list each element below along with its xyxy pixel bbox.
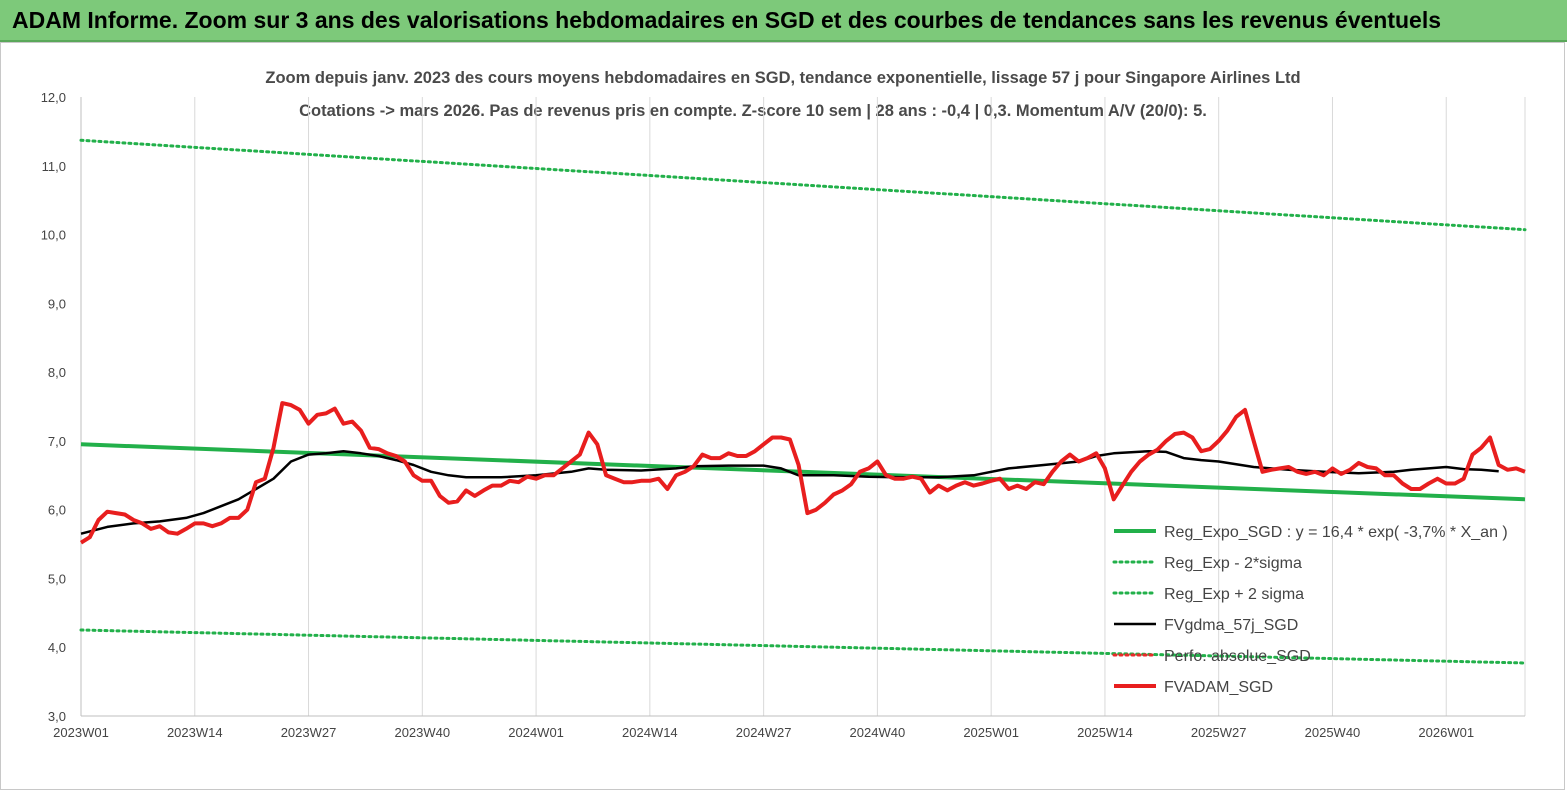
line-chart: Zoom depuis janv. 2023 des cours moyens … [41, 69, 1527, 740]
x-tick-label: 2023W14 [167, 725, 223, 740]
legend-label: FVgdma_57j_SGD [1164, 617, 1298, 634]
legend-label: Reg_Exp - 2*sigma [1164, 555, 1302, 572]
x-tick-label: 2025W01 [963, 725, 1019, 740]
y-tick-label: 5,0 [48, 571, 66, 586]
report-banner: ADAM Informe. Zoom sur 3 ans des valoris… [0, 0, 1567, 42]
x-tick-label: 2024W14 [622, 725, 678, 740]
x-tick-label: 2025W40 [1305, 725, 1361, 740]
x-tick-label: 2023W01 [53, 725, 109, 740]
y-tick-label: 4,0 [48, 640, 66, 655]
y-tick-label: 11,0 [42, 159, 66, 174]
x-tick-label: 2025W14 [1077, 725, 1133, 740]
x-tick-label: 2024W01 [508, 725, 564, 740]
chart-subtitle: Cotations -> mars 2026. Pas de revenus p… [299, 102, 1207, 120]
x-tick-label: 2023W27 [281, 725, 337, 740]
gridlines [80, 97, 1526, 716]
series-layer [79, 138, 1527, 665]
series-line-3 [80, 449, 1499, 535]
legend-label: FVADAM_SGD [1164, 679, 1273, 696]
axes: 2023W01 2023W14 2023W27 2023W40 2024W01 2024W… [41, 90, 1525, 740]
y-tick-label: 12,0 [41, 90, 66, 105]
y-tick-label: 8,0 [48, 365, 66, 380]
x-tick-label: 2025W27 [1191, 725, 1247, 740]
legend-label: Reg_Expo_SGD : y = 16,4 * exp( -3,7% * X… [1164, 524, 1508, 541]
x-tick-label: 2023W40 [394, 725, 450, 740]
x-tick-label: 2024W27 [736, 725, 792, 740]
y-tick-label: 9,0 [48, 296, 66, 311]
series-line-2 [79, 138, 1527, 232]
x-tick-label: 2026W01 [1418, 725, 1474, 740]
legend-label: Reg_Exp + 2 sigma [1164, 586, 1304, 603]
y-tick-label: 6,0 [48, 503, 66, 518]
y-tick-label: 10,0 [41, 228, 66, 243]
y-tick-label: 3,0 [48, 709, 66, 724]
report-title: ADAM Informe. Zoom sur 3 ans des valoris… [12, 7, 1442, 33]
legend-label: Perfo. absolue_SGD [1164, 648, 1311, 665]
x-tick-label: 2024W40 [850, 725, 906, 740]
legend: Reg_Expo_SGD : y = 16,4 * exp( -3,7% * X… [1112, 524, 1508, 696]
series-line-1 [79, 628, 1527, 665]
chart-area: Zoom depuis janv. 2023 des cours moyens … [0, 42, 1565, 790]
series-line-5 [79, 401, 1526, 545]
y-tick-label: 7,0 [48, 434, 66, 449]
chart-title: Zoom depuis janv. 2023 des cours moyens … [265, 69, 1300, 87]
